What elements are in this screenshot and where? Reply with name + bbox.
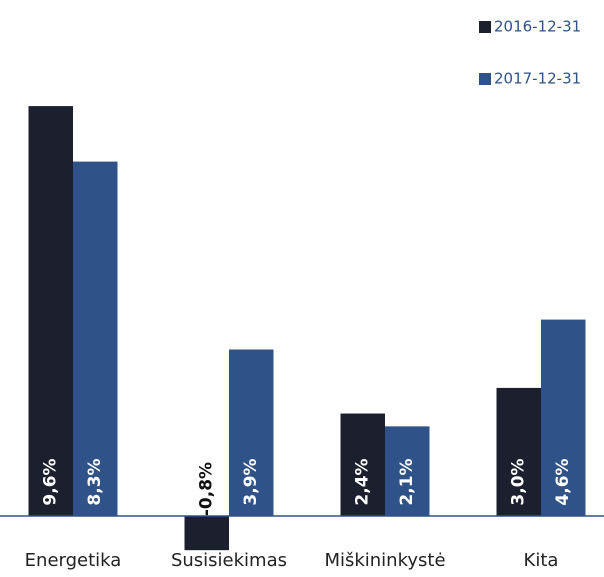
value-label: 3,9% (241, 458, 261, 505)
legend-swatch (479, 21, 491, 33)
value-label: 4,6% (553, 458, 573, 505)
legend-swatch (479, 73, 491, 85)
value-label: 2,1% (397, 458, 417, 505)
value-label: 3,0% (509, 458, 529, 505)
bar (229, 349, 274, 517)
value-label: -0,8% (197, 462, 217, 516)
legend-label: 2017-12-31 (494, 70, 581, 88)
legend-label: 2016-12-31 (494, 18, 581, 36)
bar (541, 319, 586, 517)
x-tick-label: Susisiekimas (171, 550, 287, 571)
value-label: 8,3% (85, 458, 105, 505)
bar (28, 106, 73, 517)
bar (496, 387, 541, 517)
bar (385, 426, 430, 517)
value-label: 2,4% (353, 458, 373, 505)
bar (73, 161, 118, 517)
x-tick-label: Miškininkystė (324, 550, 445, 571)
bar (340, 413, 385, 517)
bar (184, 516, 229, 551)
x-tick-label: Energetika (25, 550, 122, 571)
value-label: 9,6% (41, 458, 61, 505)
x-tick-label: Kita (524, 550, 559, 571)
